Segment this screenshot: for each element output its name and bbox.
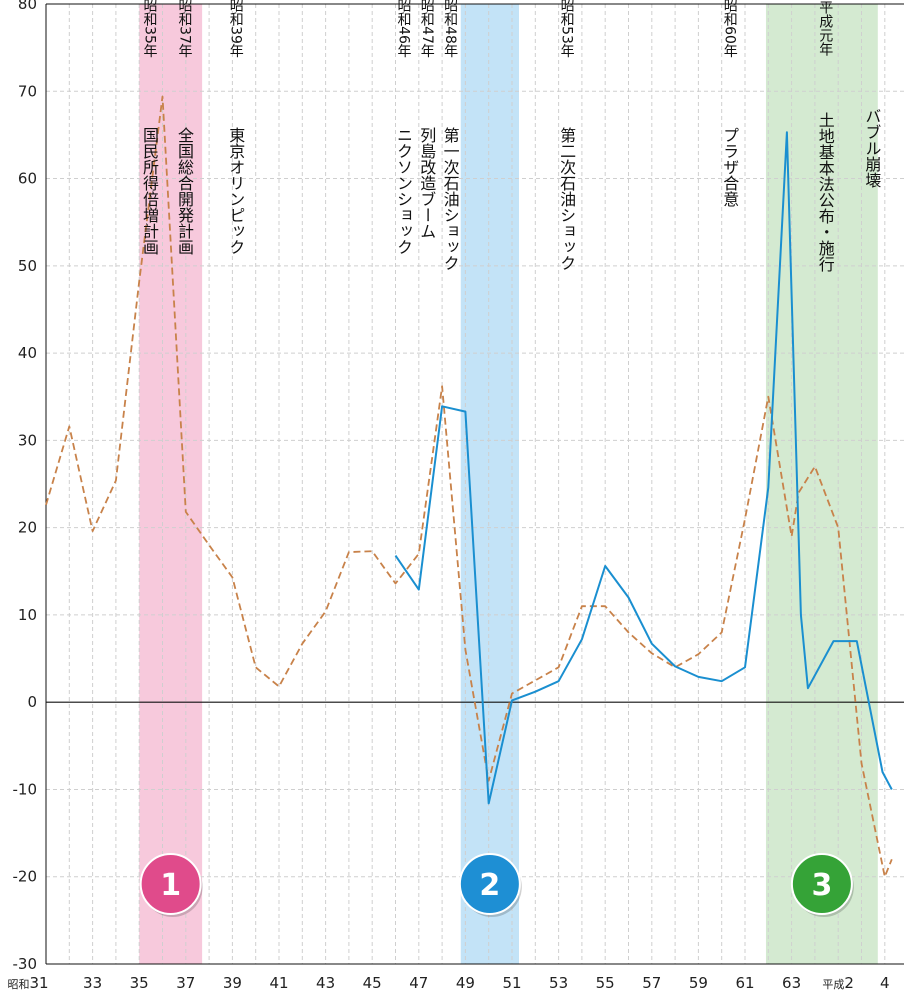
- annotation-year: 昭和53年: [559, 0, 575, 58]
- x-tick-label: 平成2: [822, 974, 854, 992]
- badge-3: [790, 853, 853, 915]
- annotation-text: 国民所得倍増計画: [140, 127, 159, 255]
- annotation-year: 昭和48年: [442, 0, 458, 58]
- x-tick-label: 59: [689, 974, 708, 992]
- x-tick-label: 35: [130, 974, 149, 992]
- series-lines: [45, 95, 893, 878]
- y-tick-label: 60: [18, 170, 37, 188]
- annotation-text: 土地基本法公布・施行: [816, 112, 835, 273]
- series-line-2: [394, 131, 893, 805]
- annotation-text: 全国総合開発計画: [175, 127, 194, 255]
- annotation-text: 第一次石油ショック: [441, 127, 460, 271]
- x-tick-label: 53: [549, 974, 568, 992]
- highlight-bands: [139, 4, 878, 964]
- badge-number: 3: [811, 868, 832, 903]
- band-1: [139, 4, 203, 964]
- series-line-1: [45, 95, 893, 878]
- x-tick-label: 41: [269, 974, 288, 992]
- annotation-year: 昭和47年: [419, 0, 435, 58]
- annotation-text: バブル崩壊: [862, 108, 881, 188]
- x-tick-label: 47: [409, 974, 428, 992]
- period-badges: 1 2 3: [139, 853, 854, 917]
- y-tick-label: -30: [13, 955, 38, 973]
- y-tick-label: 30: [18, 431, 37, 449]
- y-tick-labels: -30 -20 -10 0 10 20 30 40 50 60 70 80: [13, 0, 38, 973]
- y-tick-label: 10: [18, 606, 37, 624]
- annotation-text: ニクソンショック: [394, 127, 413, 255]
- badge-number: 2: [479, 868, 500, 903]
- x-tick-label: 55: [596, 974, 615, 992]
- x-tick-labels: 昭和31 33 35 37 39 41 43 45 47 49 51 53 55 57 59 61 63 平成2 4: [7, 974, 889, 992]
- y-tick-label: 0: [27, 693, 37, 711]
- y-tick-label: -20: [13, 868, 38, 886]
- grid: [45, 3, 904, 965]
- y-tick-label: 80: [18, 0, 37, 13]
- x-tick-label: 63: [782, 974, 801, 992]
- x-tick-label: 49: [456, 974, 475, 992]
- y-tick-label: -10: [13, 780, 38, 798]
- x-tick-label: 33: [83, 974, 102, 992]
- y-tick-label: 70: [18, 82, 37, 100]
- badge-2: [458, 853, 521, 915]
- x-tick-label: 61: [735, 974, 754, 992]
- x-tick-label: 45: [363, 974, 382, 992]
- annotation-text: 第二次石油ショック: [557, 127, 576, 271]
- x-tick-label: 43: [316, 974, 335, 992]
- y-tick-label: 50: [18, 257, 37, 275]
- x-tick-label: 57: [642, 974, 661, 992]
- x-tick-label: 51: [502, 974, 521, 992]
- annotation-year: 昭和35年: [142, 0, 158, 58]
- y-tick-label: 40: [18, 344, 37, 362]
- annotation-text: プラザ合意: [720, 127, 739, 207]
- annotation-year: 平成元年: [817, 0, 833, 56]
- annotation-year: 昭和60年: [722, 0, 738, 58]
- x-tick-label: 4: [880, 974, 890, 992]
- x-tick-label: 37: [176, 974, 195, 992]
- annotation-text: 東京オリンピック: [226, 127, 245, 255]
- x-tick-label: 39: [223, 974, 242, 992]
- x-tick-label: 昭和31: [7, 974, 48, 992]
- annotation-year: 昭和46年: [396, 0, 412, 58]
- annotation-year: 昭和39年: [228, 0, 244, 58]
- badge-number: 1: [160, 868, 181, 903]
- annotation-text: 列島改造ブーム: [417, 127, 436, 239]
- annotation-year: 昭和37年: [176, 0, 192, 58]
- y-tick-label: 20: [18, 519, 37, 537]
- badge-1: [139, 853, 202, 915]
